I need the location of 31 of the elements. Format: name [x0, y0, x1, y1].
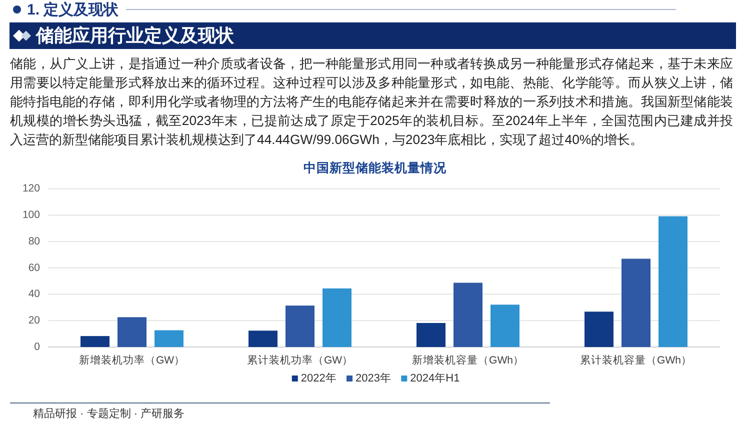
bar: [584, 312, 614, 347]
y-tick-label: 100: [22, 209, 40, 222]
y-tick-label: 120: [22, 182, 40, 195]
bar: [454, 282, 482, 347]
bar: [154, 330, 184, 347]
bar: [80, 336, 110, 347]
text: 储能，从广义上讲，是指通过一种介质或者设备，把一种能量形式用同一种或者转换成另一种能量形式存储起来，基于未来应用需要以特定能量形式释放出来的循环过程。这种过程可以涉及多种能量形式，如电能、热能、化学能等。而从狭义上讲，储能特指电能的存储，即利用化学或者物理的方法将产生的电能存储起来并在需要时释放的一系列技术和措施。我国新型储能装机规模的增长势头迅猛，截至2023年末，已提前达成了原定于2025年的装机目标。至2024年上半年，全国范围内已建成并投入运营的新型储能项目累计装机规模达到了44.44GW/99.06GWh，与2023年底相比，实现了超过40%的增长。: [10, 54, 733, 148]
x-tick-label: 新增装机容量（GWh）: [412, 354, 524, 367]
y-tick-label: 20: [28, 314, 40, 327]
legend-label: 2023年: [356, 372, 392, 384]
bar: [490, 304, 520, 347]
legend-label: 2024年H1: [410, 372, 460, 384]
text: 精品研报 · 专题定制 · 产研服务: [33, 407, 185, 420]
bar: [248, 330, 278, 347]
x-tick-label: 累计装机功率（GW）: [246, 354, 354, 367]
bar: [416, 322, 446, 347]
bar: [658, 216, 688, 347]
y-tick-label: 0: [34, 341, 40, 353]
x-tick-label: 新增装机功率（GW）: [78, 354, 186, 367]
bar: [322, 288, 352, 347]
chart-title: 中国新型储能装机量情况: [304, 160, 448, 175]
bar: [118, 317, 146, 347]
bar: [286, 306, 314, 347]
bar: [622, 258, 650, 347]
x-tick-label: 累计装机容量（GWh）: [580, 354, 692, 367]
text: 1. 定义及现状: [27, 0, 120, 18]
y-tick-label: 80: [28, 235, 40, 248]
text: 储能应用行业定义及现状: [35, 26, 235, 46]
legend-label: 2022年: [300, 372, 336, 384]
y-tick-label: 60: [28, 262, 40, 274]
y-tick-label: 40: [28, 288, 40, 300]
